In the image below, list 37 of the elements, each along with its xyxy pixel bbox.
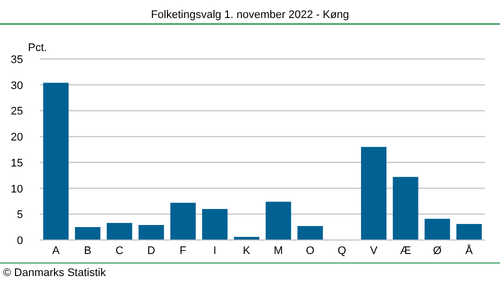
bar	[74, 227, 100, 240]
x-tick-label: Æ	[400, 245, 412, 257]
x-tick-label: Ø	[433, 245, 442, 257]
bar	[266, 202, 292, 240]
y-tick-label: 10	[10, 183, 23, 196]
bar	[361, 146, 386, 240]
y-tick-label: 5	[16, 209, 23, 222]
x-tick-label: Q	[338, 245, 347, 257]
x-tick-label: D	[147, 245, 156, 257]
x-tick-label: C	[115, 245, 124, 257]
text: © Danmarks Statistik	[3, 267, 106, 279]
x-tick-label: A	[52, 245, 60, 257]
x-tick-label: O	[306, 245, 315, 257]
y-tick-label: 15	[10, 157, 23, 170]
bar	[392, 176, 418, 240]
y-tick-label: 30	[10, 80, 23, 92]
x-tick-label: B	[84, 245, 92, 257]
bar	[456, 224, 482, 240]
y-tick-label: 0	[16, 235, 23, 247]
chart-title: Folketingsvalg 1. november 2022 - Køng	[150, 9, 350, 21]
x-tick-label: M	[274, 245, 283, 257]
x-tick-label: F	[180, 245, 187, 257]
bar	[106, 222, 132, 240]
y-tick-label: 25	[10, 106, 23, 118]
x-tick-label: Å	[465, 244, 474, 257]
bar	[43, 82, 69, 240]
x-tick-label: K	[242, 245, 251, 257]
x-tick-label: I	[213, 245, 216, 257]
y-tick-label: 20	[10, 132, 23, 144]
bar	[138, 225, 164, 240]
bar	[297, 226, 323, 240]
bar	[170, 202, 196, 240]
y-axis-title: Pct.	[28, 42, 47, 54]
bar	[424, 218, 450, 240]
y-tick-label: 35	[10, 54, 23, 66]
bar	[202, 208, 228, 240]
x-tick-label: V	[370, 245, 378, 257]
